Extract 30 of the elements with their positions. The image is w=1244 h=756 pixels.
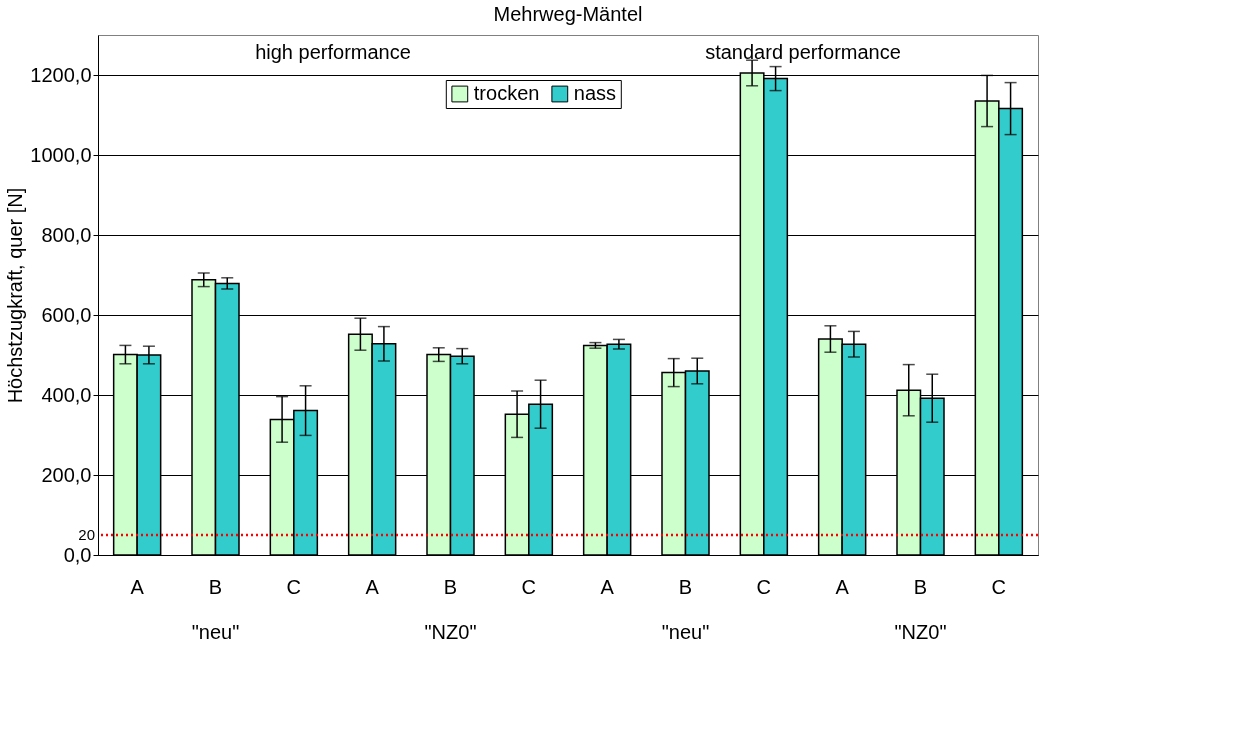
x-tick-label: B (443, 575, 458, 598)
x-tick-label: C (756, 575, 772, 598)
x-tick-label: B (913, 575, 928, 598)
y-tick-label: 800,0 (41, 223, 92, 246)
x-tick-label: B (678, 575, 693, 598)
x-tick-label: C (286, 575, 302, 598)
y-tick-label: 400,0 (41, 383, 92, 406)
x-tick-label: A (600, 575, 615, 598)
text: 20 (78, 526, 95, 543)
legend-label: trocken (473, 82, 540, 104)
text: "neu" (661, 621, 710, 643)
legend-label: nass (573, 82, 617, 104)
y-tick-label: 1000,0 (30, 143, 92, 166)
x-tick-label: A (835, 575, 850, 598)
x-tick-label: C (991, 575, 1007, 598)
chart-title: Mehrweg-Mäntel (493, 3, 643, 25)
y-tick-label: 1200,0 (30, 63, 92, 86)
text: "NZ0" (424, 621, 477, 643)
text: "NZ0" (894, 621, 947, 643)
annotation: standard performance (705, 41, 901, 63)
text: "neu" (191, 621, 240, 643)
y-tick-label: 0,0 (63, 543, 92, 566)
x-tick-label: A (130, 575, 145, 598)
y-axis-title: Höchstzugkraft, quer [N] (4, 187, 27, 404)
annotation: high performance (255, 41, 411, 63)
x-tick-label: B (208, 575, 223, 598)
x-tick-label: A (365, 575, 380, 598)
y-tick-label: 600,0 (41, 303, 92, 326)
y-tick-label: 200,0 (41, 463, 92, 486)
x-tick-label: C (521, 575, 537, 598)
